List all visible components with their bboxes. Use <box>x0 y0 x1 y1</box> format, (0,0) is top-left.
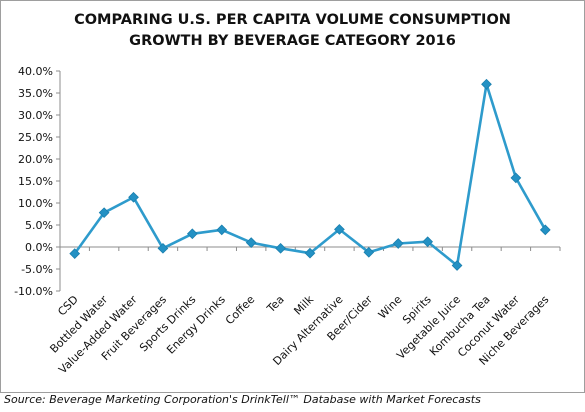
data-point <box>69 248 81 259</box>
x-tick-label: Tea <box>264 293 287 316</box>
data-point <box>539 224 551 236</box>
y-tick-label: 25.0% <box>18 131 53 144</box>
x-tick-label: Coffee <box>223 293 257 327</box>
y-tick-label: 40.0% <box>18 65 53 78</box>
x-tick-label: CSD <box>55 293 81 319</box>
data-point <box>186 228 198 240</box>
y-tick-label: 0.0% <box>25 241 53 254</box>
axes <box>56 70 561 292</box>
data-point <box>334 224 345 235</box>
series <box>69 78 551 271</box>
source-note: Source: Beverage Marketing Corporation's… <box>4 393 481 406</box>
x-tick-label: Milk <box>291 292 316 317</box>
data-point <box>216 224 228 236</box>
y-tick-label: -10.0% <box>14 285 53 298</box>
data-point <box>128 191 139 203</box>
chart-title-line-1: COMPARING U.S. PER CAPITA VOLUME CONSUMP… <box>74 12 511 28</box>
y-tick-label: -5.0% <box>21 263 53 276</box>
data-point <box>481 78 492 90</box>
data-point <box>245 237 257 248</box>
y-tick-label: 15.0% <box>18 175 53 188</box>
data-point <box>98 207 110 219</box>
line-chart: -10.0% -5.0% 0.0% 5.0% 10.0% 15.0% 20.0% 25.0% 3… <box>14 65 561 376</box>
data-point <box>157 242 169 254</box>
data-point <box>363 246 375 258</box>
y-tick-label: 5.0% <box>25 219 53 232</box>
data-point <box>510 172 522 184</box>
chart-title-line-2: GROWTH BY BEVERAGE CATEGORY 2016 <box>129 33 456 49</box>
chart-title: COMPARING U.S. PER CAPITA VOLUME CONSUMP… <box>0 10 585 52</box>
data-point <box>392 238 404 249</box>
data-point <box>451 260 463 271</box>
y-tick-label: 35.0% <box>18 87 53 100</box>
data-point <box>304 247 316 259</box>
y-tick-label: 30.0% <box>18 109 53 122</box>
data-point <box>422 236 434 248</box>
data-point <box>275 242 286 254</box>
y-tick-label: 20.0% <box>18 153 53 166</box>
y-tick-label: 10.0% <box>18 197 53 210</box>
chart-frame <box>0 0 585 393</box>
y-tick-labels: -10.0% -5.0% 0.0% 5.0% 10.0% 15.0% 20.0% 25.0% 3… <box>14 65 53 298</box>
series-line <box>73 82 547 267</box>
